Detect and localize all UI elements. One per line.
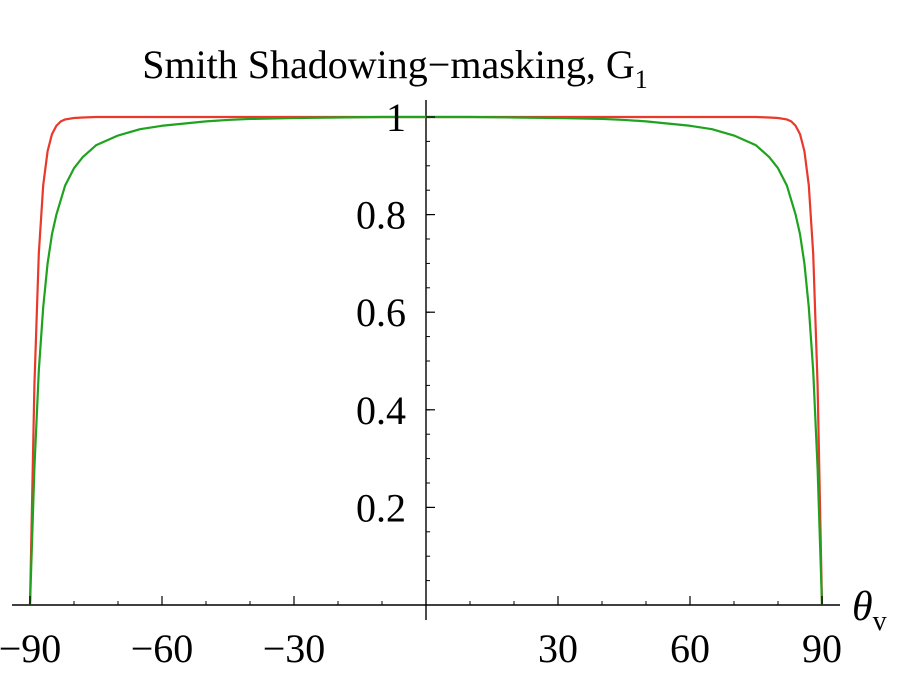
y-tick-label: 0.2 [356,485,406,530]
chart-title: Smith Shadowing−masking, G1 [142,42,648,94]
x-tick-label: −30 [263,626,326,671]
x-tick-label: −60 [131,626,194,671]
chart-title-main: Smith Shadowing−masking, G [142,42,635,87]
chart-title-subscript: 1 [635,65,648,94]
x-tick-label: 60 [670,626,710,671]
ticks: −90 −60 −30 30 60 90 0.2 0.4 0.6 0.8 1 [0,95,842,671]
x-axis-label: θv [852,584,887,637]
x-axis-label-main: θ [852,584,873,630]
x-axis-label-subscript: v [873,606,887,637]
x-tick-label: 90 [802,626,842,671]
y-tick-label: 1 [386,95,406,140]
axes [12,100,840,620]
x-tick-label: −90 [0,626,61,671]
y-tick-label: 0.8 [356,193,406,238]
x-tick-label: 30 [538,626,578,671]
y-tick-label: 0.6 [356,290,406,335]
y-tick-label: 0.4 [356,388,406,433]
